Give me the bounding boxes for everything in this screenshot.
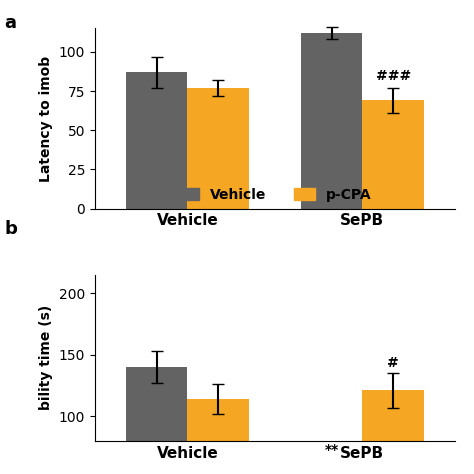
Bar [301, 456, 363, 474]
Bar [363, 391, 424, 474]
Bar [301, 33, 363, 209]
Bar [187, 399, 249, 474]
Text: ###: ### [376, 69, 411, 83]
Text: #: # [387, 356, 399, 370]
Bar [126, 367, 187, 474]
Text: **: ** [324, 443, 338, 457]
Y-axis label: Latency to imob: Latency to imob [39, 55, 53, 182]
Legend: Vehicle, p-CPA: Vehicle, p-CPA [173, 182, 377, 208]
Bar [187, 88, 249, 209]
Text: a: a [5, 14, 17, 32]
Y-axis label: bility time (s): bility time (s) [39, 305, 53, 410]
Bar [126, 73, 187, 209]
Bar [363, 100, 424, 209]
Text: b: b [5, 220, 18, 238]
